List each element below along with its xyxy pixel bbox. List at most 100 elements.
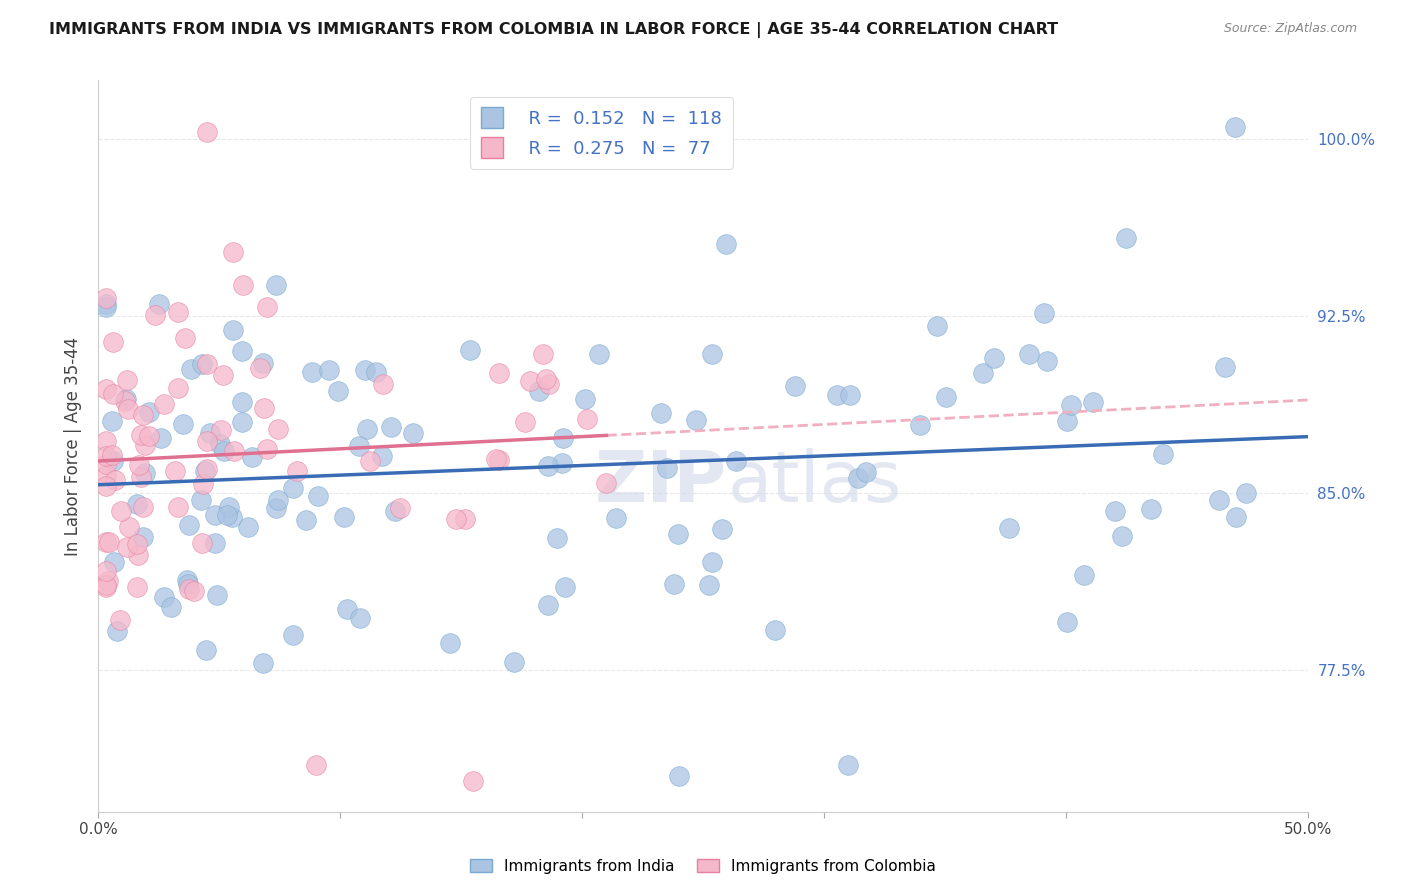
Point — [655, 461, 678, 475]
Point — [195, 462, 218, 476]
Point — [763, 623, 786, 637]
Text: Source: ZipAtlas.com: Source: ZipAtlas.com — [1223, 22, 1357, 36]
Point — [488, 453, 510, 467]
Point — [174, 331, 197, 345]
Point — [537, 458, 560, 473]
Point — [195, 434, 218, 448]
Point — [134, 437, 156, 451]
Point — [825, 388, 848, 402]
Point — [94, 580, 117, 594]
Point — [527, 384, 550, 398]
Point — [551, 457, 574, 471]
Point — [699, 578, 721, 592]
Point — [101, 334, 124, 349]
Point — [190, 492, 212, 507]
Point — [153, 397, 176, 411]
Point — [160, 599, 183, 614]
Point — [94, 382, 117, 396]
Point — [132, 408, 155, 422]
Point — [191, 358, 214, 372]
Point — [326, 384, 349, 399]
Point — [349, 610, 371, 624]
Point — [546, 531, 568, 545]
Point — [1073, 567, 1095, 582]
Point — [149, 431, 172, 445]
Legend:   R =  0.152   N =  118,   R =  0.275   N =  77: R = 0.152 N = 118, R = 0.275 N = 77 — [470, 96, 733, 169]
Point — [163, 464, 186, 478]
Point — [531, 347, 554, 361]
Point — [195, 357, 218, 371]
Point — [94, 457, 117, 471]
Point — [997, 521, 1019, 535]
Point — [1153, 447, 1175, 461]
Point — [664, 577, 686, 591]
Point — [103, 556, 125, 570]
Point — [177, 582, 200, 596]
Point — [138, 429, 160, 443]
Point — [94, 534, 117, 549]
Point — [172, 417, 194, 432]
Point — [318, 362, 340, 376]
Point — [389, 500, 412, 515]
Point — [264, 500, 287, 515]
Point — [266, 422, 288, 436]
Point — [101, 387, 124, 401]
Point — [1111, 529, 1133, 543]
Point — [354, 363, 377, 377]
Point — [1208, 492, 1230, 507]
Point — [301, 365, 323, 379]
Point — [294, 513, 316, 527]
Point — [153, 590, 176, 604]
Point — [846, 471, 869, 485]
Point — [574, 392, 596, 407]
Point — [221, 509, 243, 524]
Point — [194, 464, 217, 478]
Point — [125, 580, 148, 594]
Point — [132, 500, 155, 514]
Point — [94, 565, 117, 579]
Point — [236, 520, 259, 534]
Point — [110, 503, 132, 517]
Point — [1056, 615, 1078, 629]
Point — [167, 381, 190, 395]
Point — [231, 344, 253, 359]
Point — [94, 297, 117, 311]
Point — [104, 473, 127, 487]
Point — [222, 444, 245, 458]
Point — [356, 422, 378, 436]
Y-axis label: In Labor Force | Age 35-44: In Labor Force | Age 35-44 — [63, 336, 82, 556]
Point — [148, 297, 170, 311]
Point — [700, 347, 723, 361]
Point — [194, 643, 217, 657]
Point — [125, 496, 148, 510]
Point — [402, 426, 425, 441]
Point — [910, 417, 932, 432]
Point — [94, 300, 117, 314]
Point — [215, 508, 238, 523]
Point — [488, 367, 510, 381]
Point — [198, 426, 221, 441]
Point — [100, 414, 122, 428]
Point — [127, 549, 149, 563]
Text: atlas: atlas — [727, 448, 901, 517]
Point — [134, 466, 156, 480]
Point — [256, 442, 278, 456]
Point — [231, 394, 253, 409]
Point — [252, 657, 274, 671]
Text: IMMIGRANTS FROM INDIA VS IMMIGRANTS FROM COLOMBIA IN LABOR FORCE | AGE 35-44 COR: IMMIGRANTS FROM INDIA VS IMMIGRANTS FROM… — [49, 22, 1059, 38]
Point — [209, 436, 232, 450]
Point — [537, 376, 560, 391]
Point — [180, 361, 202, 376]
Point — [371, 376, 394, 391]
Point — [1056, 414, 1078, 428]
Point — [1115, 231, 1137, 245]
Point — [101, 454, 124, 468]
Point — [336, 602, 359, 616]
Point — [855, 465, 877, 479]
Point — [702, 555, 724, 569]
Point — [100, 448, 122, 462]
Point — [575, 412, 598, 426]
Point — [129, 427, 152, 442]
Point — [222, 323, 245, 337]
Point — [983, 351, 1005, 365]
